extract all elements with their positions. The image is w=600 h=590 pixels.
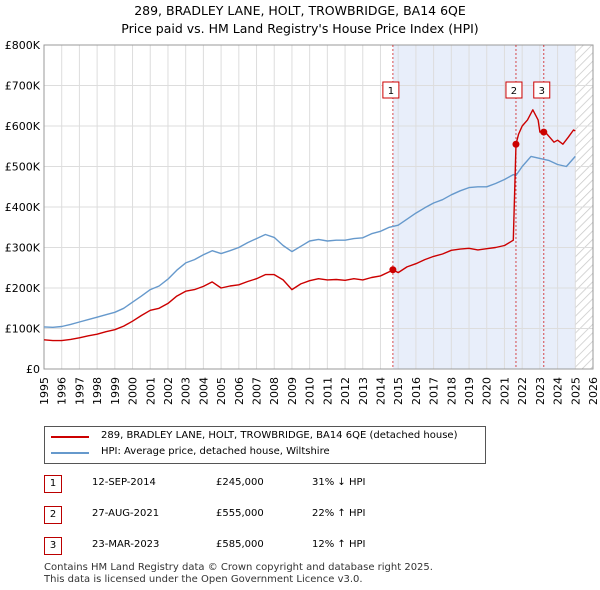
x-tick-label: 1997: [73, 377, 86, 405]
transaction-price: £245,000: [216, 477, 264, 488]
x-tick-label: 2012: [339, 377, 352, 405]
transaction-label-text: 1: [388, 86, 394, 97]
y-tick-label: £500K: [5, 161, 41, 174]
transaction-label-box: [382, 81, 400, 99]
transaction-point: [540, 128, 548, 136]
transaction-badge: 1: [44, 475, 62, 493]
transaction-date: 12-SEP-2014: [92, 477, 156, 488]
x-tick-label: 2021: [498, 377, 511, 405]
transaction-hpi: 12% ↑ HPI: [312, 539, 366, 550]
x-tick-label: 2023: [534, 377, 547, 405]
transaction-point: [512, 140, 520, 148]
chart-subtitle: Price paid vs. HM Land Registry's House …: [121, 21, 479, 36]
y-tick-label: £400K: [5, 201, 41, 214]
y-tick-label: £600K: [5, 120, 41, 133]
transaction-date: 27-AUG-2021: [92, 508, 160, 519]
footer-license: This data is licensed under the Open Gov…: [44, 574, 363, 585]
y-tick-label: £200K: [5, 282, 41, 295]
transaction-price: £585,000: [216, 539, 264, 550]
x-tick-label: 2013: [357, 377, 370, 405]
legend-hpi-line: [51, 452, 89, 454]
transaction-label-box: [533, 81, 551, 99]
x-tick-label: 2007: [251, 377, 264, 405]
x-tick-label: 1996: [56, 377, 69, 405]
legend-property: 289, BRADLEY LANE, HOLT, TROWBRIDGE, BA1…: [51, 430, 471, 444]
x-tick-label: 2011: [321, 377, 334, 405]
x-tick-label: 2020: [481, 377, 494, 405]
x-tick-label: 2019: [463, 377, 476, 405]
x-tick-label: 2014: [374, 377, 387, 405]
plot-frame: [43, 44, 594, 370]
transaction-label-box: [505, 81, 523, 99]
y-tick-label: £800K: [5, 39, 41, 52]
x-tick-label: 2001: [144, 377, 157, 405]
x-tick-label: 1998: [91, 377, 104, 405]
x-tick-label: 2008: [268, 377, 281, 405]
transaction-label-text: 3: [539, 86, 545, 97]
x-tick-label: 2022: [516, 377, 529, 405]
x-tick-label: 2004: [197, 377, 210, 405]
y-tick-label: £0: [26, 363, 40, 376]
x-tick-label: 2018: [445, 377, 458, 405]
x-tick-label: 1999: [109, 377, 122, 405]
transaction-hpi: 31% ↓ HPI: [312, 477, 366, 488]
legend-hpi: HPI: Average price, detached house, Wilt…: [51, 446, 471, 460]
x-tick-label: 2000: [127, 377, 140, 405]
x-tick-label: 2002: [162, 377, 175, 405]
series-line: [43, 109, 576, 342]
x-tick-label: 2025: [569, 377, 582, 405]
legend: 289, BRADLEY LANE, HOLT, TROWBRIDGE, BA1…: [44, 426, 486, 464]
x-tick-label: 1995: [38, 377, 51, 405]
x-tick-label: 2005: [215, 377, 228, 405]
legend-property-line: [51, 436, 89, 438]
x-tick-label: 2024: [552, 377, 565, 405]
transaction-hpi: 22% ↑ HPI: [312, 508, 366, 519]
y-tick-label: £100K: [5, 323, 41, 336]
x-tick-label: 2006: [233, 377, 246, 405]
price-chart: 1 2 3 £0 £100K £200K £300K £400K £500K £600K £700K…: [5, 39, 600, 405]
y-tick-label: £300K: [5, 242, 41, 255]
chart-title: 289, BRADLEY LANE, HOLT, TROWBRIDGE, BA1…: [134, 3, 466, 18]
x-tick-label: 2017: [428, 377, 441, 405]
transaction-badge: 2: [44, 506, 62, 524]
x-tick-label: 2016: [410, 377, 423, 405]
x-tick-label: 2003: [180, 377, 193, 405]
y-tick-label: £700K: [5, 80, 41, 93]
x-tick-label: 2026: [587, 377, 600, 405]
transaction-point: [389, 266, 397, 274]
x-tick-label: 2015: [392, 377, 405, 405]
x-tick-label: 2010: [304, 377, 317, 405]
transaction-badge: 3: [44, 537, 62, 555]
x-tick-label: 2009: [286, 377, 299, 405]
transaction-date: 23-MAR-2023: [92, 539, 160, 550]
legend-property-label: 289, BRADLEY LANE, HOLT, TROWBRIDGE, BA1…: [101, 430, 458, 441]
footer-copyright: Contains HM Land Registry data © Crown c…: [44, 562, 433, 573]
transaction-price: £555,000: [216, 508, 264, 519]
transaction-label-text: 2: [511, 86, 517, 97]
series-line: [43, 155, 576, 328]
legend-hpi-label: HPI: Average price, detached house, Wilt…: [101, 446, 330, 457]
